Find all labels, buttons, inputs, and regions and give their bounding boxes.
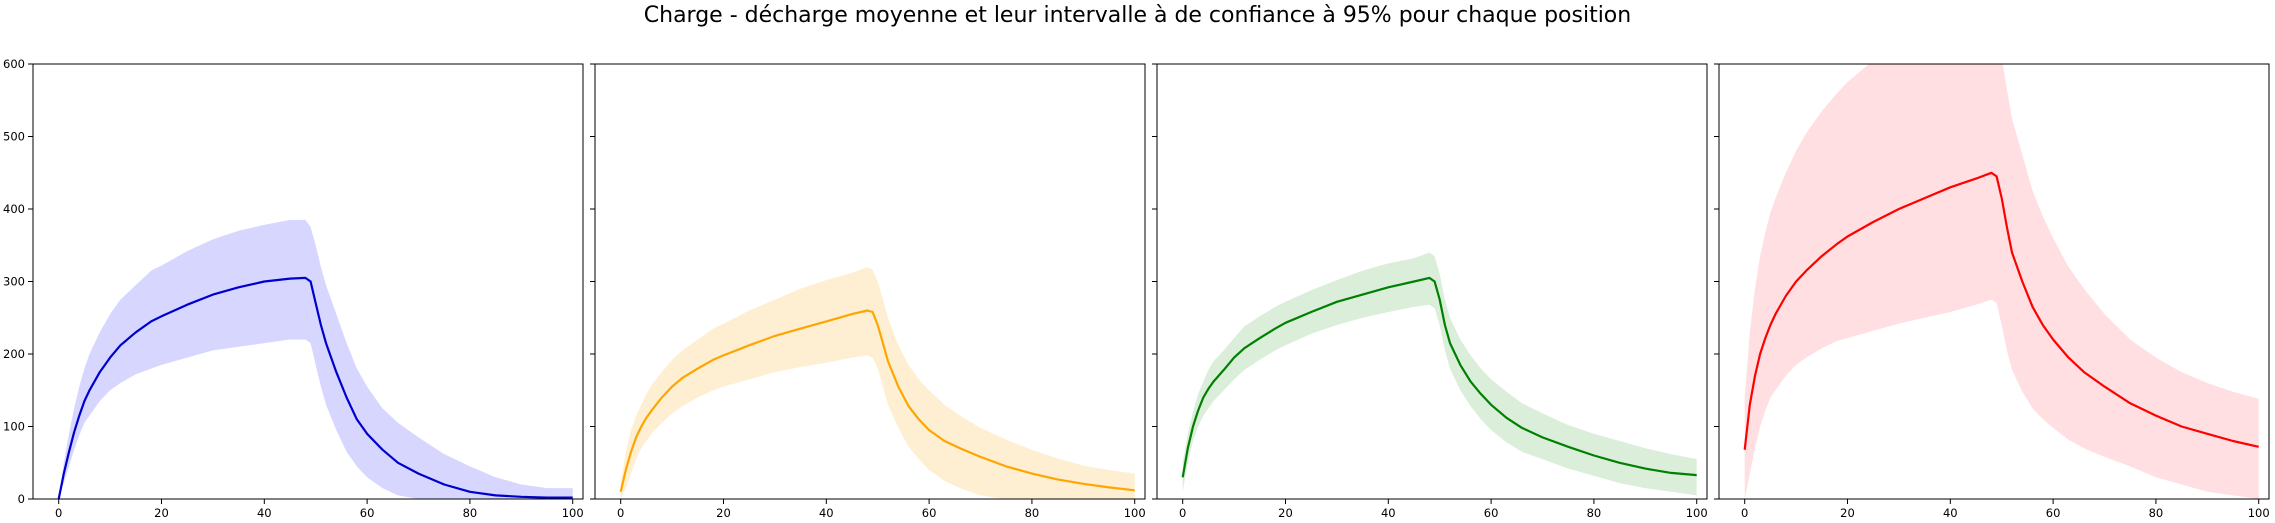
x-tick-label: 80 [1025, 506, 1040, 520]
mean-line-2 [619, 309, 1135, 493]
y-tick-label: 400 [3, 202, 25, 216]
y-tick-label: 0 [18, 492, 25, 506]
x-tick-label: 100 [2248, 506, 2270, 520]
x-tick-label: 20 [1840, 506, 1855, 520]
mean-line-1 [57, 276, 573, 499]
x-tick-label: 0 [55, 506, 62, 520]
subplot-1: 0 20 40 60 80 100 0 100 200 300 400 500 600 [3, 57, 584, 520]
confidence-band-1 [58, 219, 573, 499]
x-tick-label: 40 [257, 506, 272, 520]
x-tick-label: 40 [819, 506, 834, 520]
x-tick-label: 100 [1124, 506, 1146, 520]
mean-line-3 [1181, 276, 1697, 478]
x-tick-label: 60 [922, 506, 937, 520]
y-tick-label: 500 [3, 130, 25, 144]
x-tick-label: 80 [463, 506, 478, 520]
x-tick-label: 0 [1741, 506, 1748, 520]
x-tick-label: 20 [716, 506, 731, 520]
x-tick-label: 60 [2046, 506, 2061, 520]
confidence-band-4 [1744, 64, 2259, 499]
x-tick-label: 100 [1686, 506, 1708, 520]
y-tick-label: 200 [3, 347, 25, 361]
subplot-3: 0 20 40 60 80 100 [1152, 63, 1708, 520]
subplot-4: 0 20 40 60 80 100 [1714, 63, 2270, 520]
x-tick-label: 60 [360, 506, 375, 520]
x-tick-label: 0 [1179, 506, 1186, 520]
x-tick-label: 60 [1484, 506, 1499, 520]
x-tick-label: 0 [617, 506, 624, 520]
mean-line-4 [1743, 171, 2259, 450]
confidence-band-2 [620, 267, 1135, 499]
x-tick-label: 20 [154, 506, 169, 520]
x-tick-label: 20 [1278, 506, 1293, 520]
x-tick-label: 40 [1381, 506, 1396, 520]
y-tick-label: 600 [3, 57, 25, 71]
chart-title: Charge - décharge moyenne et leur interv… [643, 3, 1632, 28]
y-tick-label: 100 [3, 420, 25, 434]
x-tick-label: 40 [1943, 506, 1958, 520]
y-tick-label: 300 [3, 275, 25, 289]
subplot-2: 0 20 40 60 80 100 [590, 63, 1146, 520]
x-tick-label: 80 [2149, 506, 2164, 520]
x-tick-label: 100 [562, 506, 584, 520]
x-tick-label: 80 [1587, 506, 1602, 520]
confidence-band-3 [1182, 252, 1697, 496]
